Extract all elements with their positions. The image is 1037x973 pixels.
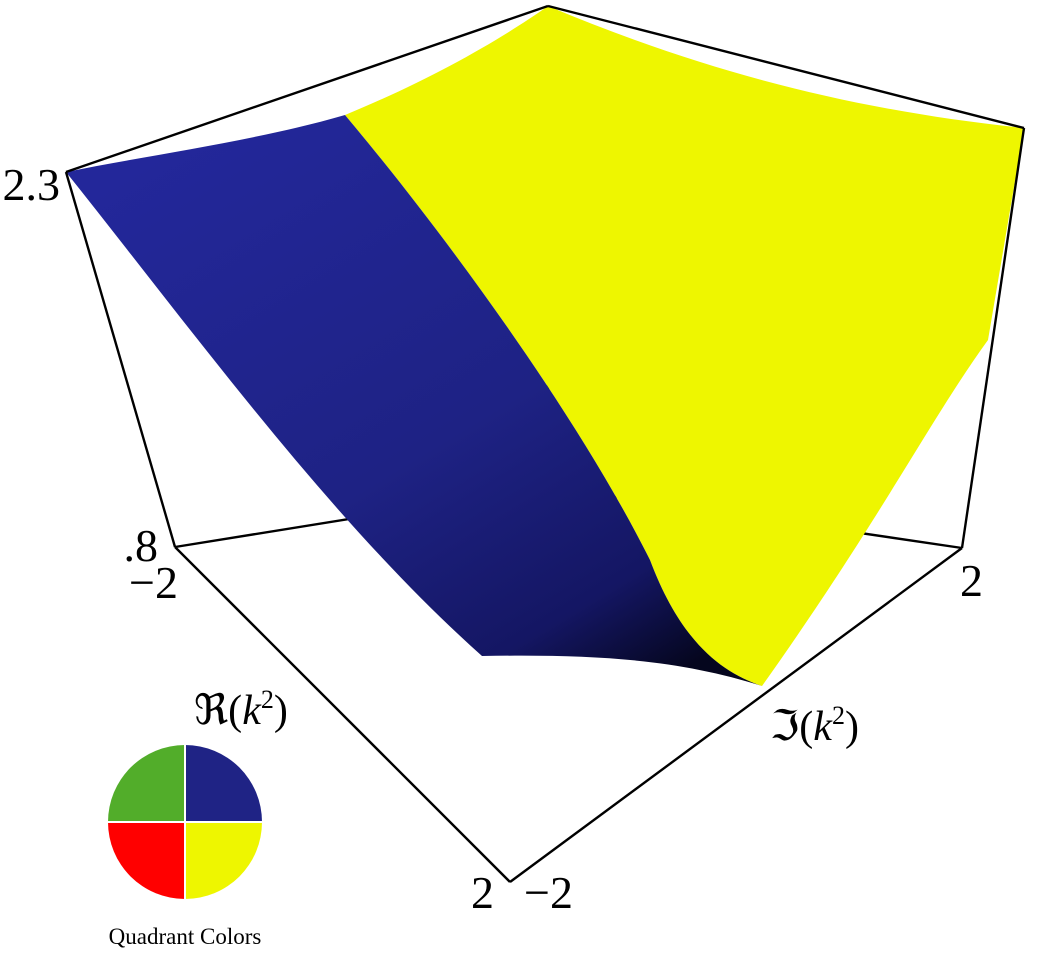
z-tick-max: 2.3 bbox=[3, 159, 61, 210]
surface-region-blue bbox=[66, 115, 762, 686]
box-edge-bottom-left bbox=[174, 546, 511, 883]
legend-quadrant-bottom-right bbox=[185, 822, 262, 899]
x-tick-max: 2 bbox=[471, 867, 494, 918]
box-edge-top-left bbox=[65, 4, 549, 174]
box-edge-left-vertical bbox=[64, 171, 177, 548]
box-edge-top-right bbox=[547, 4, 1025, 130]
legend-quadrant-top-left bbox=[108, 745, 185, 822]
box-edge-bottom-right bbox=[509, 547, 963, 883]
surface-region-yellow bbox=[345, 6, 1024, 686]
x-tick-min: −2 bbox=[129, 557, 178, 608]
y-tick-min: −2 bbox=[524, 867, 573, 918]
x-axis-label: ℜ(k2) bbox=[194, 685, 288, 734]
legend-quadrant-top-right bbox=[185, 745, 262, 822]
quadrant-color-legend: Quadrant Colors bbox=[108, 745, 262, 949]
legend-quadrant-bottom-left bbox=[108, 822, 185, 899]
legend-caption: Quadrant Colors bbox=[109, 924, 262, 949]
y-tick-max: 2 bbox=[960, 555, 983, 606]
box-edge-right-vertical bbox=[960, 127, 1026, 549]
z-tick-min: .8 bbox=[124, 520, 159, 571]
y-axis-label: ℑ(k2) bbox=[770, 701, 859, 750]
